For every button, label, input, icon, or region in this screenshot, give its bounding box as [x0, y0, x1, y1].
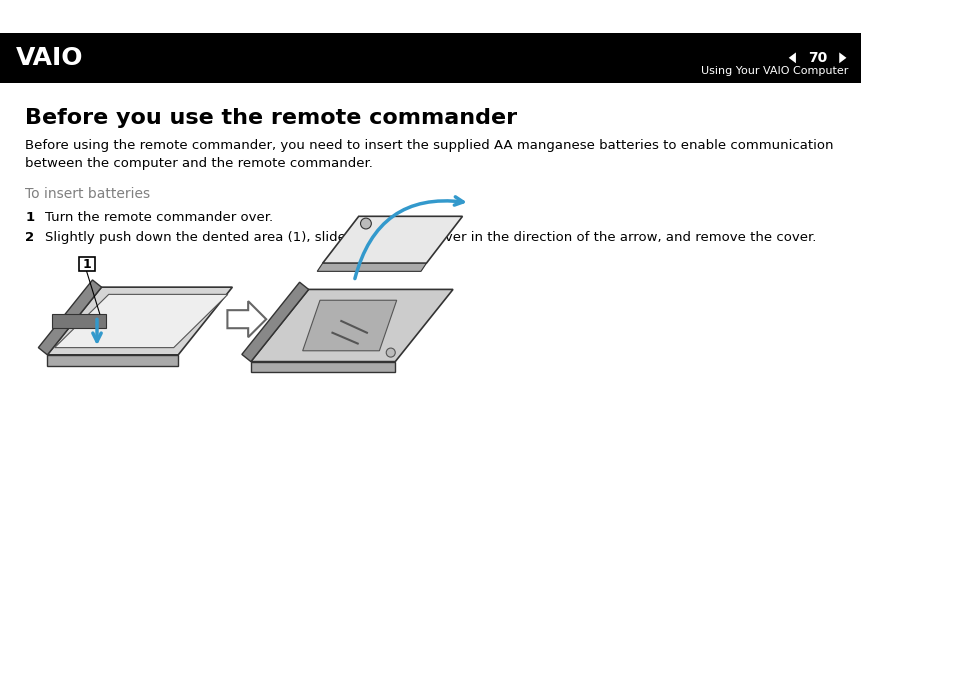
Polygon shape: [38, 280, 101, 355]
Text: Using Your VAIO Computer: Using Your VAIO Computer: [700, 67, 847, 76]
Polygon shape: [302, 300, 396, 350]
Polygon shape: [788, 53, 795, 63]
Polygon shape: [48, 287, 233, 355]
Text: Before you use the remote commander: Before you use the remote commander: [25, 108, 517, 128]
FancyBboxPatch shape: [78, 257, 94, 272]
Text: Slightly push down the dented area (1), slide the battery cover in the direction: Slightly push down the dented area (1), …: [45, 231, 816, 244]
Polygon shape: [51, 314, 106, 328]
Circle shape: [386, 348, 395, 357]
Bar: [0, 33, 860, 83]
Text: 70: 70: [807, 51, 826, 65]
Text: To insert batteries: To insert batteries: [25, 187, 151, 202]
Text: 2: 2: [25, 231, 34, 244]
Polygon shape: [251, 362, 395, 373]
Polygon shape: [227, 301, 266, 337]
Polygon shape: [316, 264, 426, 272]
Circle shape: [360, 218, 371, 229]
Text: VAIO: VAIO: [16, 46, 84, 70]
Polygon shape: [54, 295, 228, 348]
Text: Turn the remote commander over.: Turn the remote commander over.: [45, 211, 273, 224]
Polygon shape: [322, 216, 462, 264]
Polygon shape: [839, 53, 845, 63]
Polygon shape: [242, 282, 309, 362]
Text: Before using the remote commander, you need to insert the supplied AA manganese : Before using the remote commander, you n…: [25, 139, 833, 170]
Polygon shape: [251, 289, 453, 362]
Text: 1: 1: [25, 211, 34, 224]
Text: 1: 1: [82, 257, 91, 271]
Polygon shape: [48, 355, 178, 366]
